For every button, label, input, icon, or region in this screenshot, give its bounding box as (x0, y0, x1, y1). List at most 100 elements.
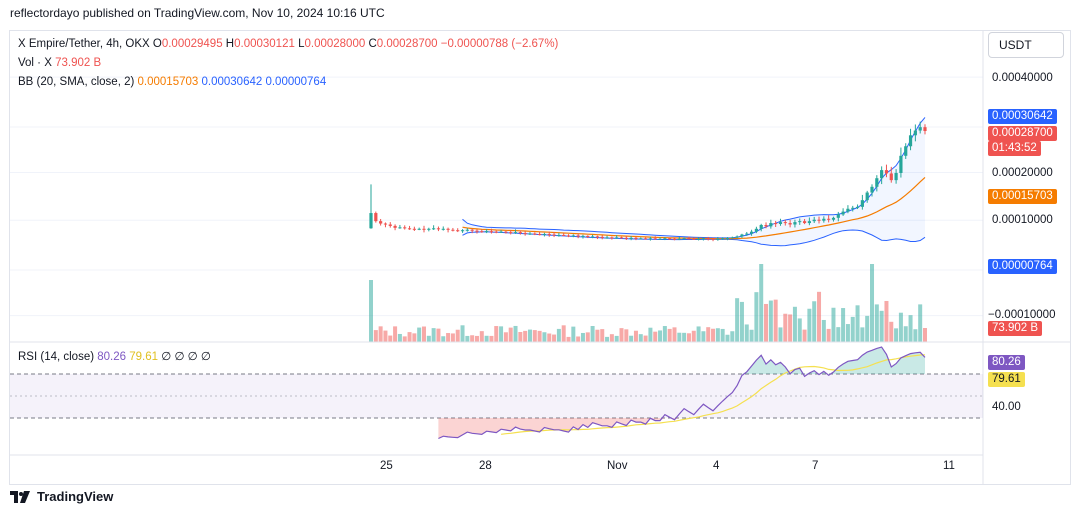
volume-bar (547, 333, 552, 342)
volume-bar (821, 319, 826, 342)
volume-label[interactable]: Vol · X (18, 57, 52, 69)
candle-body (884, 170, 889, 174)
bb-fill (462, 117, 925, 246)
candle-body (827, 218, 831, 220)
volume-bar (503, 332, 508, 342)
candle-body (407, 228, 412, 230)
candle-body (388, 224, 392, 226)
candle-body (735, 236, 739, 238)
candle-body (542, 234, 547, 236)
volume-bar (624, 329, 629, 342)
candle-body (566, 235, 571, 237)
candle-body (663, 238, 667, 240)
candle-body (470, 229, 474, 231)
volume-bar (460, 325, 465, 342)
volume-bar (455, 329, 460, 342)
candle-body (740, 234, 744, 237)
candle-body (441, 228, 445, 230)
candle-body (499, 231, 503, 233)
volume-bar (397, 333, 402, 342)
volume-bar (373, 330, 378, 342)
bb-row: BB (20, SMA, close, 2) 0.00015703 0.0003… (18, 73, 558, 92)
volume-bar (532, 330, 537, 342)
candle-body (725, 237, 730, 239)
volume-bar (556, 328, 561, 342)
candle-body (774, 223, 778, 225)
volume-bar (778, 327, 783, 342)
candle-body (798, 221, 802, 223)
candle-body (562, 234, 566, 236)
volume-bar (595, 329, 600, 342)
time-label: 11 (943, 460, 955, 472)
volume-bar (393, 326, 398, 342)
bb-upper-badge: 0.00030642 (988, 109, 1057, 124)
candle-body (855, 206, 860, 208)
volume-bar (407, 332, 412, 342)
rsi-ma-value: 79.61 (129, 351, 159, 363)
candle-body (860, 200, 864, 207)
candle-body (778, 222, 783, 225)
volume-bar (426, 335, 431, 342)
rsi-ma-badge: 79.61 (988, 372, 1025, 387)
volume-bar (682, 332, 687, 342)
volume-bar (807, 308, 812, 342)
change-value: −0.00000788 (−2.67%) (440, 38, 559, 50)
candle-body (880, 170, 884, 179)
rsi-label[interactable]: RSI (14, close) (18, 351, 95, 363)
candle-body (764, 224, 768, 227)
candle-body (460, 230, 465, 232)
candle-body (836, 214, 840, 218)
volume-bar (903, 326, 908, 342)
volume-bar (494, 326, 499, 342)
rsi-extras: ∅ ∅ ∅ ∅ (161, 351, 211, 363)
bb-label[interactable]: BB (20, SMA, close, 2) (18, 76, 135, 88)
volume-bar (585, 332, 590, 342)
candle-body (788, 223, 792, 225)
volume-bar (691, 330, 696, 342)
volume-bar (749, 329, 754, 342)
candle-body (528, 233, 532, 235)
candle-body (841, 211, 845, 215)
candle-body (465, 229, 469, 231)
candle-body (494, 231, 498, 233)
volume-bar (817, 291, 822, 342)
candle-body (894, 172, 898, 181)
candle-body (653, 238, 657, 240)
candle-body (696, 238, 701, 240)
candle-body (754, 228, 758, 232)
close-value: 0.00028700 (376, 38, 438, 50)
candle-body (701, 238, 705, 240)
close-label: C (368, 38, 377, 50)
rsi-legend: RSI (14, close) 80.26 79.61 ∅ ∅ ∅ ∅ (18, 349, 211, 363)
volume-bar (759, 264, 764, 342)
candle-body (427, 228, 431, 230)
volume-bar (860, 327, 865, 342)
price-tick: 0.00020000 (992, 167, 1053, 179)
volume-bar (383, 330, 388, 342)
candle-body (624, 237, 628, 239)
volume-bar (735, 298, 740, 342)
symbol-title[interactable]: X Empire/Tether, 4h, OKX (18, 38, 150, 50)
candle-body (875, 178, 879, 187)
bb-basis-value: 0.00015703 (137, 76, 199, 88)
footer-brand[interactable]: TradingView (10, 489, 113, 504)
volume-bar (499, 326, 504, 342)
bb-lower-badge: 0.00000764 (988, 259, 1057, 274)
candle-body (523, 233, 527, 235)
candle-body (422, 228, 426, 230)
candle-body (706, 238, 710, 240)
candle-body (576, 235, 580, 237)
volume-bar (696, 326, 701, 342)
low-label: L (298, 38, 305, 50)
candle-body (889, 173, 893, 181)
candle-body (398, 227, 402, 229)
candle-body (682, 238, 686, 240)
currency-selector[interactable]: USDT (988, 32, 1064, 58)
volume-bar (662, 326, 667, 342)
volume-bar (841, 308, 846, 342)
volume-bar (537, 330, 542, 342)
candle-body (533, 233, 537, 235)
bb-upper-value: 0.00030642 (201, 76, 263, 88)
candle-body (383, 223, 388, 225)
